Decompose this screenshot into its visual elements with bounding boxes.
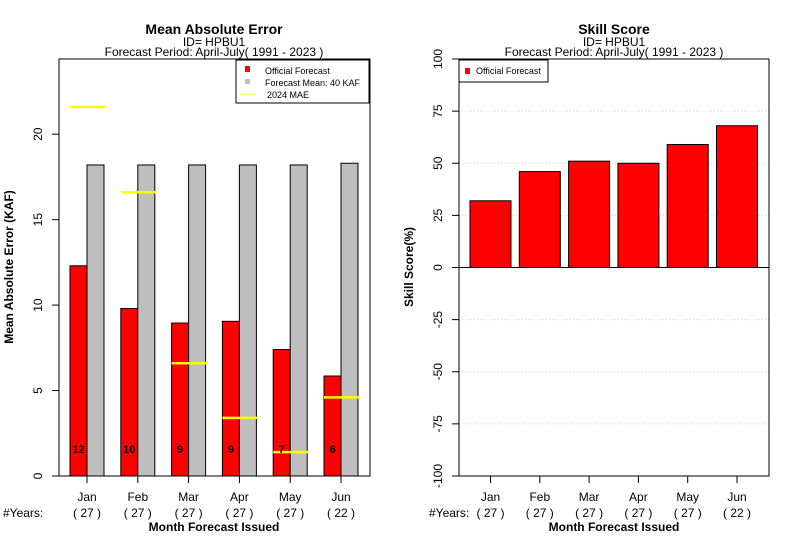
mae-y-tick-15: 15 bbox=[31, 213, 45, 227]
mae-x-axis-label: Month Forecast Issued bbox=[149, 520, 280, 534]
mae-x-tick-apr: Apr bbox=[230, 490, 249, 504]
mae-x-tick-may: May bbox=[279, 490, 302, 504]
mae-plot-frame bbox=[58, 58, 371, 477]
mae-years-mar: ( 27 ) bbox=[175, 506, 203, 520]
mae-chart: Mean Absolute Error ID= HPBU1 Forecast P… bbox=[2, 21, 371, 534]
mae-y-axis-label: Mean Absolute Error (KAF) bbox=[2, 190, 16, 344]
ss-years-jan: ( 27 ) bbox=[476, 506, 504, 520]
mae-legend-box bbox=[235, 59, 370, 104]
ss-subtitle-period: Forecast Period: April-July( 1991 - 2023… bbox=[505, 45, 724, 59]
ss-legend: Official Forecast bbox=[458, 59, 549, 83]
ss-bar-jun bbox=[716, 125, 758, 268]
ss-x-tick-may: May bbox=[676, 490, 699, 504]
mae-y-tick-10: 10 bbox=[31, 298, 45, 312]
mae-bar-count-jun: 6 bbox=[329, 444, 335, 456]
ss-bar-jan bbox=[469, 200, 512, 268]
ss-y-tick-50: 50 bbox=[431, 156, 445, 170]
mae-years-may: ( 27 ) bbox=[276, 506, 304, 520]
ss-y-tick-75: 75 bbox=[431, 104, 445, 118]
ss-y-tick--25: -25 bbox=[431, 311, 445, 329]
ss-x-tick-apr: Apr bbox=[629, 490, 648, 504]
ss-x-tick-mar: Mar bbox=[579, 490, 600, 504]
ss-x-axis-label: Month Forecast Issued bbox=[549, 520, 680, 534]
mae-years-apr: ( 27 ) bbox=[225, 506, 253, 520]
mae-y-tick-20: 20 bbox=[31, 127, 45, 141]
ss-y-tick--75: -75 bbox=[431, 415, 445, 433]
mae-title: Mean Absolute Error bbox=[145, 21, 283, 37]
ss-years-label: #Years: bbox=[429, 506, 469, 520]
mae-x-tick-jun: Jun bbox=[331, 490, 350, 504]
mae-bar-count-jan: 12 bbox=[72, 444, 84, 456]
mae-x-tick-jan: Jan bbox=[77, 490, 96, 504]
ss-x-tick-jun: Jun bbox=[727, 490, 746, 504]
ss-bar-apr bbox=[617, 162, 660, 268]
mae-x-tick-feb: Feb bbox=[127, 490, 148, 504]
mae-bar-count-feb: 10 bbox=[123, 444, 135, 456]
ss-years-jun: ( 22 ) bbox=[723, 506, 751, 520]
ss-bar-may bbox=[666, 143, 709, 268]
mae-bar-count-mar: 9 bbox=[177, 444, 183, 456]
mae-bar-mean-jun bbox=[340, 162, 359, 477]
mae-y-tick-0: 0 bbox=[31, 472, 45, 479]
ss-y-tick-25: 25 bbox=[431, 208, 445, 222]
mae-bar-mean-apr bbox=[238, 164, 257, 477]
mae-legend-swatch-official bbox=[245, 66, 250, 72]
ss-years-feb: ( 27 ) bbox=[526, 506, 554, 520]
skill-score-chart: Skill Score ID= HPBU1 Forecast Period: A… bbox=[402, 21, 770, 534]
mae-years-label: #Years: bbox=[3, 506, 43, 520]
mae-subtitle-period: Forecast Period: April-July( 1991 - 2023… bbox=[105, 45, 324, 59]
ss-x-tick-jan: Jan bbox=[481, 490, 500, 504]
ss-y-tick-100: 100 bbox=[431, 49, 445, 69]
mae-years-feb: ( 27 ) bbox=[124, 506, 152, 520]
mae-legend-mean: Forecast Mean: 40 KAF bbox=[265, 78, 361, 88]
mae-bar-mean-may bbox=[289, 164, 308, 477]
mae-y-tick-5: 5 bbox=[31, 387, 45, 394]
mae-bar-official-jun bbox=[323, 375, 342, 477]
mae-subtitle-id: ID= HPBU1 bbox=[183, 35, 246, 49]
ss-subtitle-id: ID= HPBU1 bbox=[583, 35, 646, 49]
ss-y-axis-label: Skill Score(%) bbox=[402, 227, 416, 307]
ss-years-mar: ( 27 ) bbox=[575, 506, 603, 520]
mae-bar-mean-mar bbox=[188, 164, 207, 477]
ss-y-tick--100: -100 bbox=[431, 464, 445, 488]
mae-legend: Official Forecast Forecast Mean: 40 KAF … bbox=[235, 59, 370, 104]
mae-years-jun: ( 22 ) bbox=[327, 506, 355, 520]
mae-legend-swatch-mean bbox=[245, 79, 250, 84]
mae-bar-count-apr: 9 bbox=[228, 444, 234, 456]
ss-title: Skill Score bbox=[578, 21, 650, 37]
mae-bar-count-may: 7 bbox=[279, 444, 285, 456]
ss-legend-swatch-official bbox=[465, 68, 470, 74]
ss-legend-official: Official Forecast bbox=[476, 66, 541, 76]
ss-legend-box bbox=[458, 59, 549, 83]
mae-bar-mean-feb bbox=[137, 164, 156, 477]
mae-bar-mean-jan bbox=[86, 164, 105, 477]
ss-bar-mar bbox=[568, 160, 611, 268]
ss-y-tick-0: 0 bbox=[431, 264, 445, 271]
ss-y-tick--50: -50 bbox=[431, 363, 445, 381]
mae-bar-official-may bbox=[272, 349, 291, 477]
ss-years-may: ( 27 ) bbox=[674, 506, 702, 520]
ss-years-apr: ( 27 ) bbox=[624, 506, 652, 520]
mae-legend-official: Official Forecast bbox=[265, 66, 330, 76]
ss-x-tick-feb: Feb bbox=[529, 490, 550, 504]
mae-legend-2024: 2024 MAE bbox=[267, 90, 309, 100]
ss-bar-feb bbox=[518, 171, 561, 268]
mae-years-jan: ( 27 ) bbox=[73, 506, 101, 520]
mae-x-tick-mar: Mar bbox=[178, 490, 199, 504]
